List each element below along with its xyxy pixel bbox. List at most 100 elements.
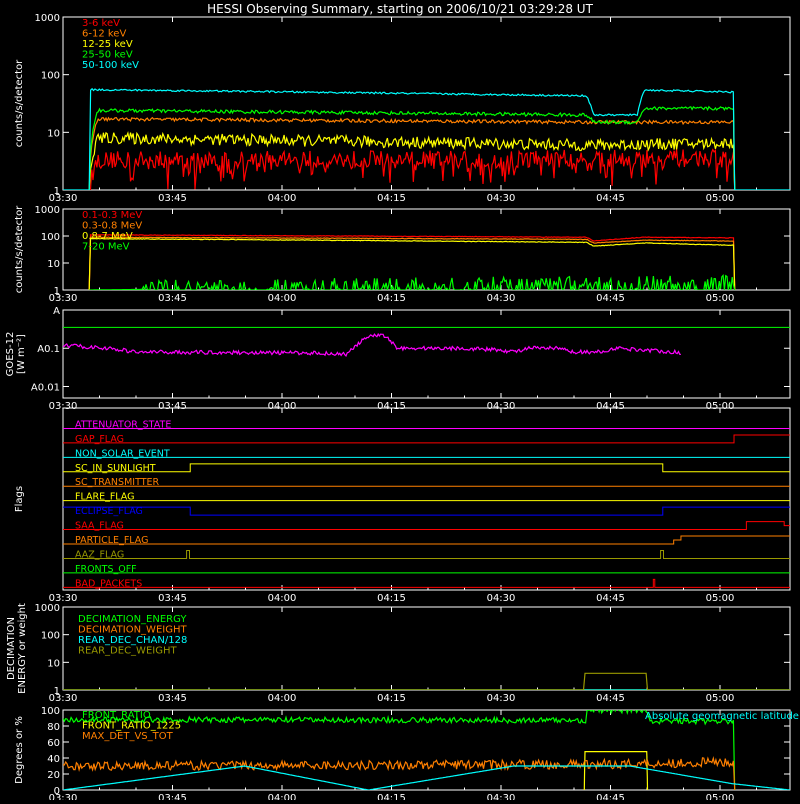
x-tick-label: 03:30 xyxy=(49,793,78,800)
x-tick-label: 04:15 xyxy=(377,693,406,704)
legend-entry: 0.1-0.3 MeV xyxy=(82,210,142,221)
legend-entry: FRONT_RATIO xyxy=(82,710,151,721)
x-tick-label: 03:30 xyxy=(49,293,78,304)
legend-entry: REAR_DEC_WEIGHT xyxy=(78,646,177,657)
y-axis-label: counts/s/detector xyxy=(14,205,25,293)
flag-series xyxy=(63,535,790,545)
flag-series xyxy=(63,521,790,531)
x-tick-label: 05:00 xyxy=(706,793,735,800)
y-axis-unit: [W m⁻²] xyxy=(16,334,27,374)
panel-5: 03:30 03:45 04:00 04:15 04:30 04:45 05:00 1 10 10… xyxy=(6,603,791,704)
x-tick-label: 04:30 xyxy=(487,793,516,800)
x-tick-label: 03:30 xyxy=(49,593,78,604)
y-tick-label: 1000 xyxy=(35,205,60,216)
x-tick-label: 03:45 xyxy=(158,693,187,704)
flag-series xyxy=(63,434,790,444)
x-tick-label: 04:15 xyxy=(377,401,406,412)
series-line xyxy=(88,234,736,290)
flag-label: NON_SOLAR_EVENT xyxy=(75,448,170,459)
x-tick-label: 04:45 xyxy=(596,693,625,704)
y-tick-label: 100 xyxy=(41,71,60,82)
x-tick-label: 04:45 xyxy=(596,293,625,304)
x-tick-label: 03:30 xyxy=(49,193,78,204)
series-line xyxy=(89,273,736,290)
panel-frame xyxy=(62,208,791,291)
x-tick-label: 04:30 xyxy=(487,401,516,412)
legend-entry: FRONT_RATIO_1225 xyxy=(82,721,181,732)
legend-entry: 7-20 MeV xyxy=(82,242,130,253)
y-axis-label: counts/s/detector xyxy=(14,59,25,147)
legend-entry: 3-6 keV xyxy=(82,18,120,29)
series-line xyxy=(63,332,681,357)
legend-entry: REAR_DEC_CHAN/128 xyxy=(78,635,187,646)
flag-series xyxy=(63,550,790,559)
y-tick-label: 10 xyxy=(47,259,60,270)
flag-series xyxy=(63,578,790,588)
y-tick-label: 80 xyxy=(47,722,60,733)
x-tick-label: 04:30 xyxy=(487,293,516,304)
series-line xyxy=(88,237,736,290)
series-line xyxy=(88,105,736,190)
x-tick-label: 04:30 xyxy=(487,593,516,604)
panel-1: 03:30 03:45 04:00 04:15 04:30 04:45 05:00 1 10 10… xyxy=(14,13,791,204)
x-tick-label: 03:45 xyxy=(158,193,187,204)
panel-frame xyxy=(62,16,791,191)
y-tick-label: 40 xyxy=(47,754,60,765)
y-tick-label: 20 xyxy=(47,770,60,781)
flag-label: BAD_PACKETS xyxy=(75,578,142,589)
legend-entry: DECIMATION_ENERGY xyxy=(78,614,187,625)
series-line xyxy=(88,131,736,190)
y-tick-label: 1000 xyxy=(35,13,60,24)
flag-label: SC_IN_SUNLIGHT xyxy=(75,463,156,474)
legend-entry: 25-50 keV xyxy=(82,50,133,61)
x-tick-label: 04:00 xyxy=(268,793,297,800)
x-tick-label: 04:15 xyxy=(377,793,406,800)
y-tick-label: A0.01 xyxy=(31,382,60,393)
panel-2: 03:30 03:45 04:00 04:15 04:30 04:45 05:00 1 10 10… xyxy=(14,205,791,304)
flag-label: FRONTS_OFF xyxy=(75,564,137,575)
series-line xyxy=(63,765,790,790)
y-axis-label: ENERGY or weight xyxy=(17,603,28,694)
x-tick-label: 03:30 xyxy=(49,693,78,704)
x-tick-label: 03:30 xyxy=(49,401,78,412)
y-tick-label: 100 xyxy=(41,631,60,642)
x-tick-label: 04:00 xyxy=(268,193,297,204)
flag-label: GAP_FLAG xyxy=(75,434,124,445)
x-tick-label: 04:15 xyxy=(377,593,406,604)
x-tick-label: 05:00 xyxy=(706,693,735,704)
legend-entry: 12-25 keV xyxy=(82,39,133,50)
panel-3: 03:30 03:45 04:00 04:15 04:30 04:45 05:00 A0.01… xyxy=(5,306,791,412)
y-axis-label: Degrees or % xyxy=(14,716,25,784)
x-tick-label: 03:45 xyxy=(158,793,187,800)
y-tick-label: 100 xyxy=(41,706,60,717)
flag-label: FLARE_FLAG xyxy=(75,492,135,503)
series-line xyxy=(63,710,736,790)
y-axis-label: Flags xyxy=(14,486,25,512)
y-tick-label: 1000 xyxy=(35,603,60,614)
x-tick-label: 04:45 xyxy=(596,793,625,800)
legend-entry: 50-100 keV xyxy=(82,60,139,71)
y-tick-label: 1 xyxy=(54,186,60,197)
flag-label: PARTICLE_FLAG xyxy=(75,535,148,546)
panel-6: 03:30 03:45 04:00 04:15 04:30 04:45 05:00 0 20 40… xyxy=(14,706,799,804)
y-tick-label: 1 xyxy=(54,286,60,297)
legend-entry: 0.3-0.8 MeV xyxy=(82,221,142,232)
panel-frame xyxy=(62,407,791,591)
x-tick-label: 05:00 xyxy=(706,401,735,412)
legend-entry: DECIMATION_WEIGHT xyxy=(78,625,187,636)
y-tick-label: A0.1 xyxy=(37,344,60,355)
flag-label: AAZ_FLAG xyxy=(75,549,124,560)
x-tick-label: 05:00 xyxy=(706,293,735,304)
panel-4: 03:30 03:45 04:00 04:15 04:30 04:45 05:00 Flags… xyxy=(14,407,791,604)
x-tick-label: 04:00 xyxy=(268,693,297,704)
x-tick-label: 04:45 xyxy=(596,593,625,604)
y-axis-label: DECIMATION xyxy=(6,617,17,680)
flag-label: ATTENUATOR_STATE xyxy=(75,419,171,430)
x-tick-label: 03:45 xyxy=(158,593,187,604)
flag-label: SC_TRANSMITTER xyxy=(75,477,160,488)
x-tick-label: 04:00 xyxy=(268,593,297,604)
flag-series xyxy=(63,463,790,473)
x-tick-label: 04:30 xyxy=(487,193,516,204)
x-tick-label: 05:00 xyxy=(706,193,735,204)
